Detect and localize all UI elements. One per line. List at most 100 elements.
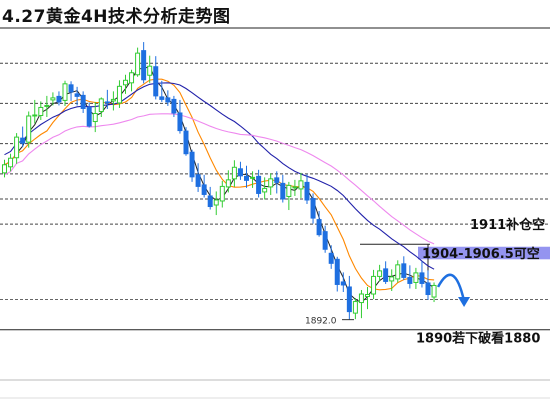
candle [383,261,389,284]
candle [340,272,346,292]
candle [86,102,92,128]
candle [310,193,316,224]
moving-averages [4,65,435,304]
arrow-curve [436,273,466,302]
candle-body [147,65,153,76]
candle-body [62,83,68,101]
candle-body [425,282,431,296]
annotation-1904-1906: 1904-1906.5可空 [422,246,540,262]
candle [50,92,56,106]
candle [141,42,147,84]
candle [401,256,407,280]
candle [56,91,62,106]
candle-body [104,101,110,104]
candle-body [250,176,256,179]
candle-body [298,180,304,190]
candle-body [56,95,62,103]
candle [98,97,104,118]
candle-body [177,112,183,132]
candle-body [401,263,407,278]
candle [407,265,413,289]
candle-body [8,157,14,168]
candle [62,80,68,106]
candle [237,161,243,180]
candle [250,171,256,188]
candle [104,89,110,109]
candle [328,245,334,269]
candle [419,261,425,288]
candle [110,91,116,111]
arrow-head [458,296,471,307]
candle-body [219,185,225,202]
candle [165,90,171,106]
candle-body [431,284,437,298]
candle-body [262,187,268,193]
candle-body [189,151,195,178]
annotations: 1911补仓空 1904-1906.5可空 1890若下破看1880 1892.… [305,217,545,346]
candle-body [274,177,280,183]
candle-body [244,175,249,181]
candle [231,160,237,187]
candle-body [80,94,86,109]
candle-body [116,85,122,104]
candle [431,282,437,303]
candle [358,289,364,319]
candle [395,260,401,283]
candle-body [183,130,189,155]
candle [413,267,419,289]
candle [74,86,80,106]
candle-body [383,268,389,282]
candle-body [92,112,98,123]
candle-body [123,79,128,86]
ma-long [4,113,435,245]
candle [371,269,377,300]
candle-body [316,219,322,236]
candle-body [419,272,425,284]
candle-body [292,186,298,189]
candle [298,172,304,198]
candle [171,95,177,118]
candle-body [207,195,213,208]
candle-body [86,106,92,127]
candle [189,149,195,182]
candle [262,177,268,200]
candle [316,211,322,237]
candle-body [286,184,292,197]
candle [244,165,249,188]
candle [346,275,352,320]
candle [135,47,141,77]
candle [183,127,189,156]
candle [377,264,383,282]
candle-body [328,252,334,264]
candle [2,159,7,178]
forecast-arrow [436,273,471,307]
candles [2,42,471,320]
candle-body [20,137,26,144]
candle [389,269,395,291]
candle-body [159,96,165,100]
candle [80,91,86,113]
candle [334,256,340,292]
candle-body [365,294,370,298]
candle [147,55,153,83]
candle-body [195,174,201,187]
candle [129,69,135,92]
resistance-zone [418,246,550,260]
candle [32,99,38,124]
candle-body [135,52,141,76]
candle [292,179,298,196]
candle [68,81,74,101]
candle-body [413,272,419,283]
candle-body [50,97,56,101]
candle [26,111,32,148]
candle [425,270,431,301]
candle [256,169,262,198]
candle-body [141,50,147,81]
ma-mid [4,78,435,291]
chart-title: 4.27黄金4H技术分析走势图 [2,7,231,27]
candle-body [256,175,262,194]
candle-body [110,98,116,102]
chart-frame [0,27,550,399]
candle [92,101,98,133]
candle [304,174,310,204]
